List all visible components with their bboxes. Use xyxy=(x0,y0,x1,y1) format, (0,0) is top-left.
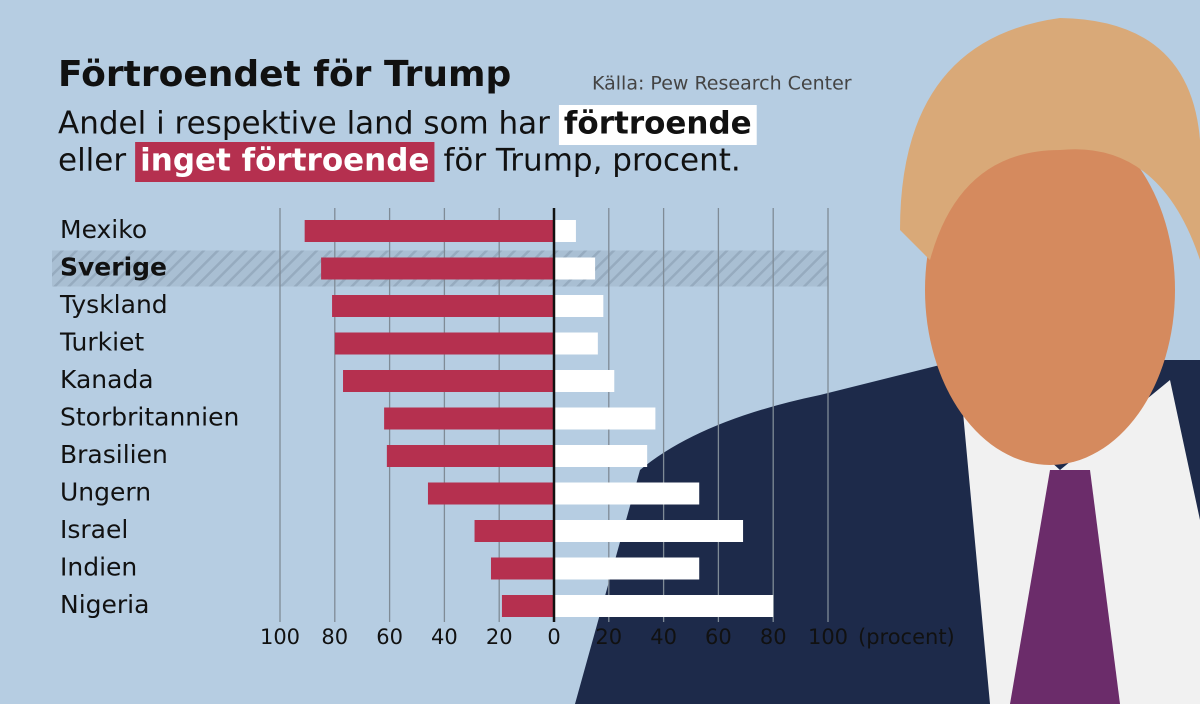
highlight-box xyxy=(135,142,435,182)
category-label: Turkiet xyxy=(59,328,144,357)
subtitle-text: eller xyxy=(58,143,126,179)
category-label: Sverige xyxy=(60,253,167,282)
bar xyxy=(554,370,615,392)
highlight-box xyxy=(558,105,757,145)
bar xyxy=(554,595,774,617)
subtitle: Andel i respektive land som har förtroend… xyxy=(58,105,757,182)
legend-entry: inget förtroende xyxy=(140,143,429,179)
bar xyxy=(490,557,554,580)
bar xyxy=(554,557,700,580)
tie xyxy=(1010,470,1120,704)
source: Källa: Pew Research Center xyxy=(592,73,852,95)
x-tick-label: 60 xyxy=(376,625,403,649)
bar xyxy=(474,520,554,542)
category-label: Indien xyxy=(60,553,137,582)
bar xyxy=(386,445,554,467)
category-label: Brasilien xyxy=(60,440,168,469)
bar xyxy=(554,295,604,317)
legend-entry: förtroende xyxy=(564,106,752,142)
category-label: Ungern xyxy=(60,478,151,507)
chart-title: Förtroendet för Trump xyxy=(58,54,511,95)
category-label: Tyskland xyxy=(59,290,168,319)
x-tick-label: 20 xyxy=(595,625,622,649)
x-tick-label: 40 xyxy=(650,625,677,649)
x-tick-label: 40 xyxy=(431,625,458,649)
plot: 100 80 60 40 20 0 20 40 60 80 100 (procent) Mexiko Sv… xyxy=(52,208,955,649)
bar xyxy=(321,257,554,280)
bar xyxy=(554,257,596,280)
x-tick-label: 80 xyxy=(321,625,348,649)
face xyxy=(925,115,1175,465)
subtitle-text: för Trump, procent. xyxy=(443,143,740,179)
category-label: Mexiko xyxy=(60,215,147,244)
bar xyxy=(304,220,554,242)
category-label: Storbritannien xyxy=(60,403,239,432)
hair xyxy=(900,18,1200,260)
bar xyxy=(427,482,554,505)
bar xyxy=(554,407,656,430)
x-tick-label: 20 xyxy=(486,625,513,649)
x-tick-label: 80 xyxy=(760,625,787,649)
category-label: Israel xyxy=(60,515,128,544)
bar xyxy=(554,482,700,505)
x-unit-label: (procent) xyxy=(858,625,955,649)
bar xyxy=(334,332,554,355)
bar xyxy=(343,370,554,392)
x-tick-label: 60 xyxy=(705,625,732,649)
bar xyxy=(384,407,554,430)
x-tick-label: 100 xyxy=(808,625,848,649)
category-label: Kanada xyxy=(60,365,154,394)
bar xyxy=(554,520,744,542)
x-tick-label: 0 xyxy=(547,625,560,649)
category-label: Nigeria xyxy=(60,590,149,619)
bar xyxy=(554,445,648,467)
photo-illustration xyxy=(575,18,1200,704)
x-tick-label: 100 xyxy=(260,625,300,649)
bar xyxy=(554,332,598,355)
bar xyxy=(554,220,576,242)
bar xyxy=(332,295,554,317)
bar xyxy=(501,595,554,617)
subtitle-text: Andel i respektive land som har xyxy=(58,106,550,142)
